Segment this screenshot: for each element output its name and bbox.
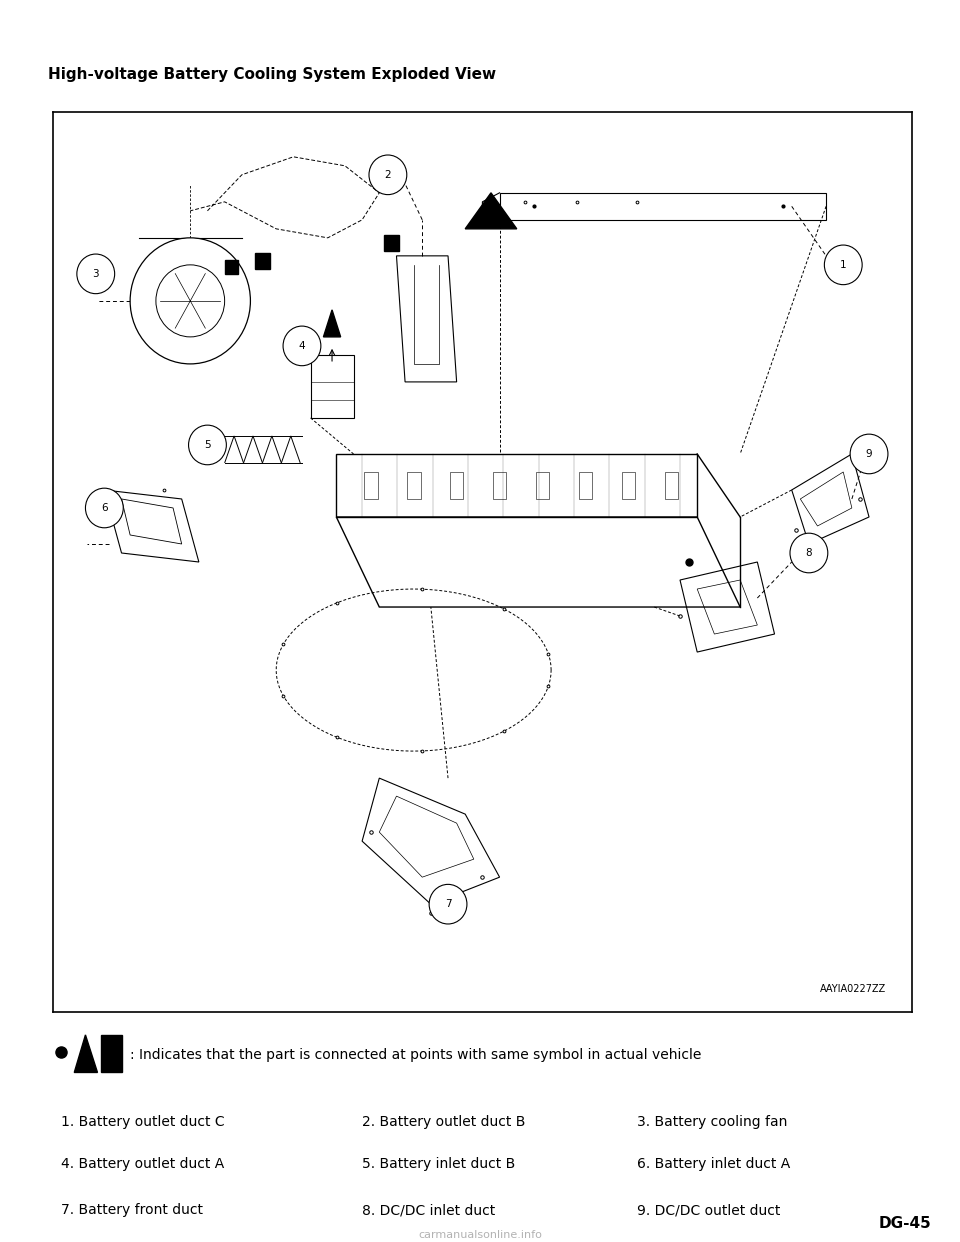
- Text: 4. Battery outlet duct A: 4. Battery outlet duct A: [61, 1158, 225, 1171]
- Bar: [225, 261, 237, 274]
- Text: 1: 1: [840, 260, 847, 270]
- Text: 4: 4: [299, 340, 305, 351]
- Bar: [384, 235, 399, 251]
- Text: 3. Battery cooling fan: 3. Battery cooling fan: [637, 1114, 787, 1129]
- Circle shape: [131, 238, 251, 364]
- Bar: [579, 472, 592, 499]
- Bar: [621, 472, 636, 499]
- Bar: [254, 253, 270, 270]
- Circle shape: [429, 884, 467, 924]
- Circle shape: [790, 533, 828, 573]
- Text: 6: 6: [101, 503, 108, 513]
- Circle shape: [825, 245, 862, 284]
- Bar: [449, 472, 464, 499]
- Circle shape: [283, 327, 321, 365]
- Text: AAYIA0227ZZ: AAYIA0227ZZ: [820, 984, 886, 994]
- Bar: [664, 472, 679, 499]
- Circle shape: [156, 265, 225, 337]
- Circle shape: [188, 425, 227, 465]
- Bar: [364, 472, 377, 499]
- Polygon shape: [466, 193, 516, 229]
- Text: 5. Battery inlet duct B: 5. Battery inlet duct B: [362, 1158, 516, 1171]
- Text: 3: 3: [92, 268, 99, 279]
- Text: 9: 9: [866, 448, 873, 460]
- Text: High-voltage Battery Cooling System Exploded View: High-voltage Battery Cooling System Expl…: [48, 67, 496, 82]
- Text: 7: 7: [444, 899, 451, 909]
- Bar: [101, 1035, 122, 1073]
- Text: 1. Battery outlet duct C: 1. Battery outlet duct C: [61, 1114, 225, 1129]
- Text: 8. DC/DC inlet duct: 8. DC/DC inlet duct: [362, 1203, 495, 1217]
- Circle shape: [85, 488, 123, 528]
- Circle shape: [851, 435, 888, 473]
- Text: : Indicates that the part is connected at points with same symbol in actual vehi: : Indicates that the part is connected a…: [131, 1048, 702, 1062]
- Polygon shape: [74, 1035, 98, 1073]
- Bar: [407, 472, 420, 499]
- Text: 5: 5: [204, 440, 211, 450]
- Text: carmanualsonline.info: carmanualsonline.info: [418, 1230, 542, 1240]
- Circle shape: [369, 155, 407, 195]
- Bar: [536, 472, 549, 499]
- Text: 2. Battery outlet duct B: 2. Battery outlet duct B: [362, 1114, 525, 1129]
- Text: DG-45: DG-45: [878, 1216, 931, 1231]
- Circle shape: [77, 255, 114, 293]
- Text: 8: 8: [805, 548, 812, 558]
- Text: 9. DC/DC outlet duct: 9. DC/DC outlet duct: [637, 1203, 780, 1217]
- Text: 6. Battery inlet duct A: 6. Battery inlet duct A: [637, 1158, 790, 1171]
- Text: 2: 2: [385, 170, 392, 180]
- Text: 7. Battery front duct: 7. Battery front duct: [61, 1203, 204, 1217]
- Polygon shape: [324, 310, 341, 337]
- Bar: [492, 472, 507, 499]
